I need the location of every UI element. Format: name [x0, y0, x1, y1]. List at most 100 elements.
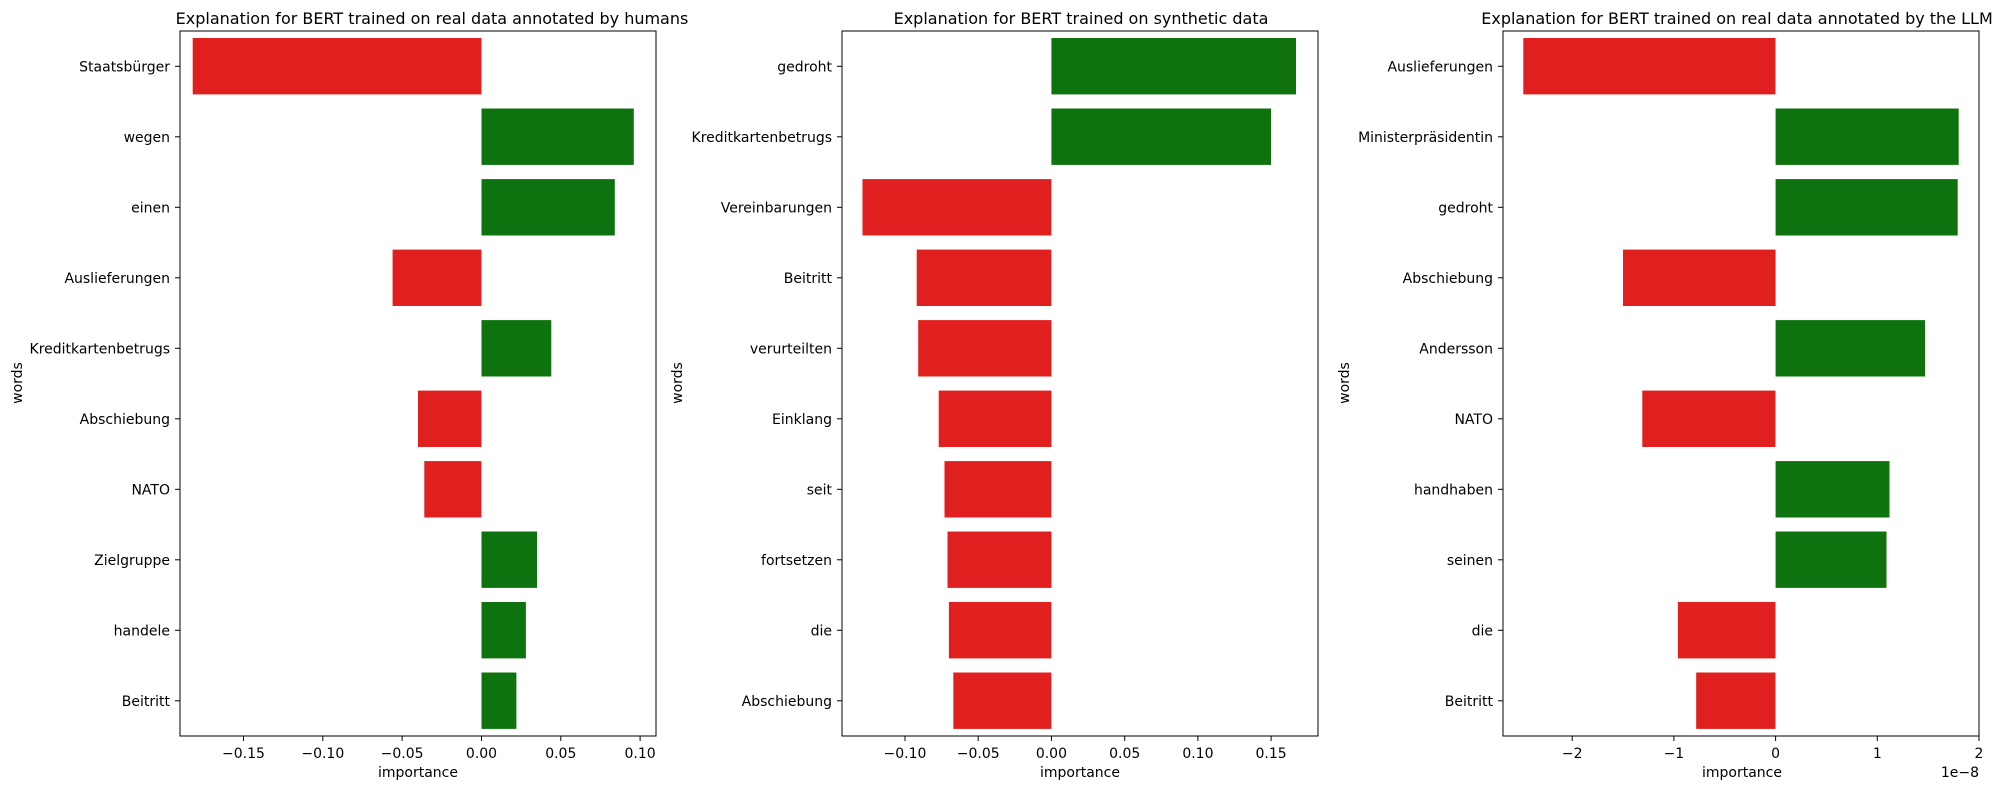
y-tick-label: Auslieferungen — [1387, 59, 1493, 75]
bar — [481, 179, 615, 236]
axes-frame — [179, 30, 657, 737]
bar — [1051, 38, 1296, 95]
bar — [424, 461, 482, 518]
y-tick-label: seit — [807, 482, 833, 498]
chart-panel-llm: Explanation for BERT trained on real dat… — [1337, 9, 1993, 781]
bar — [916, 249, 1052, 306]
y-axis-label: words — [670, 362, 686, 404]
y-tick-label: einen — [131, 200, 170, 216]
y-tick-label: Ministerpräsidentin — [1358, 130, 1493, 146]
y-tick-label: Beitritt — [784, 271, 833, 287]
y-tick-label: gedroht — [1438, 200, 1493, 216]
x-tick-label: 2 — [1975, 746, 1984, 762]
x-tick-label: −0.05 — [957, 746, 1000, 762]
chart-title: Explanation for BERT trained on syntheti… — [894, 9, 1269, 28]
y-tick-label: Kreditkartenbetrugs — [30, 341, 170, 357]
axes-frame — [1502, 30, 1980, 737]
y-tick-label: die — [811, 623, 832, 639]
bar — [1642, 390, 1776, 447]
bar — [392, 249, 482, 306]
y-axis-label: words — [1337, 362, 1353, 404]
bar — [1677, 602, 1776, 659]
bar — [944, 461, 1052, 518]
bar — [918, 320, 1052, 377]
bars — [862, 38, 1296, 729]
y-tick-label: Abschiebung — [1403, 271, 1493, 287]
y-tick-labels: Staatsbürger wegen einen Auslieferungen Kred… — [30, 59, 180, 710]
x-axis-label: importance — [1040, 765, 1120, 781]
y-tick-label: fortsetzen — [761, 553, 832, 569]
y-tick-labels: gedroht Kreditkartenbetrugs Vereinbarungen… — [692, 59, 842, 710]
x-tick-label: 1 — [1873, 746, 1882, 762]
bar — [1696, 672, 1776, 729]
y-tick-label: handhaben — [1414, 482, 1493, 498]
bar — [192, 38, 482, 95]
bar — [1775, 531, 1887, 588]
x-axis-label: importance — [378, 765, 458, 781]
bar — [1051, 108, 1272, 165]
x-axis-offset-text: 1e−8 — [1941, 765, 1979, 781]
chart-panel-humans: Explanation for BERT trained on real dat… — [10, 9, 688, 781]
x-ticks: −0.15 −0.10 −0.05 0.00 0.05 0.10 — [222, 736, 656, 762]
x-tick-label: 0.00 — [466, 746, 497, 762]
x-axis-label: importance — [1702, 765, 1782, 781]
y-tick-label: Abschiebung — [80, 412, 170, 428]
bar — [938, 390, 1052, 447]
bar — [481, 531, 537, 588]
y-tick-label: Auslieferungen — [64, 271, 170, 287]
bar — [1775, 320, 1926, 377]
y-tick-label: Staatsbürger — [79, 59, 170, 75]
y-tick-label: gedroht — [777, 59, 832, 75]
y-tick-label: Andersson — [1419, 341, 1493, 357]
bar — [862, 179, 1052, 236]
y-tick-label: Abschiebung — [742, 694, 832, 710]
y-tick-label: die — [1472, 623, 1493, 639]
x-tick-label: −0.10 — [301, 746, 344, 762]
y-tick-label: handele — [114, 623, 170, 639]
bar — [953, 672, 1052, 729]
x-tick-label: 0.05 — [1109, 746, 1140, 762]
y-tick-label: Beitritt — [1445, 694, 1494, 710]
chart-title: Explanation for BERT trained on real dat… — [176, 9, 689, 28]
y-tick-label: Zielgruppe — [94, 553, 170, 569]
y-tick-label: Einklang — [772, 412, 832, 428]
bar — [1775, 179, 1958, 236]
y-tick-label: wegen — [124, 130, 170, 146]
bar — [948, 602, 1052, 659]
x-tick-label: 0 — [1771, 746, 1780, 762]
bar — [1523, 38, 1776, 95]
y-tick-label: NATO — [131, 482, 170, 498]
bars — [1523, 38, 1959, 729]
bar — [1775, 108, 1959, 165]
x-tick-label: −0.10 — [884, 746, 927, 762]
bar — [1775, 461, 1890, 518]
y-tick-label: Vereinbarungen — [721, 200, 832, 216]
bar — [418, 390, 482, 447]
y-axis-label: words — [10, 362, 26, 404]
bar — [481, 108, 634, 165]
axes-frame — [841, 30, 1319, 737]
x-tick-label: −0.05 — [381, 746, 424, 762]
bar — [481, 672, 517, 729]
x-tick-label: 0.10 — [1182, 746, 1213, 762]
x-ticks: −2 −1 0 1 2 — [1562, 736, 1984, 762]
x-ticks: −0.10 −0.05 0.00 0.05 0.10 0.15 — [884, 736, 1287, 762]
y-tick-label: Beitritt — [122, 694, 171, 710]
chart-title: Explanation for BERT trained on real dat… — [1481, 9, 1993, 28]
bar — [947, 531, 1052, 588]
bar — [1623, 249, 1776, 306]
x-tick-label: 0.10 — [625, 746, 656, 762]
y-tick-label: seinen — [1447, 553, 1493, 569]
x-tick-label: −2 — [1562, 746, 1583, 762]
bars — [192, 38, 634, 729]
x-tick-label: 0.05 — [545, 746, 576, 762]
bar — [481, 602, 526, 659]
x-tick-label: −1 — [1664, 746, 1685, 762]
x-tick-label: 0.00 — [1036, 746, 1067, 762]
bar — [481, 320, 552, 377]
y-tick-label: verurteilten — [750, 341, 832, 357]
x-tick-label: 0.15 — [1256, 746, 1287, 762]
y-tick-label: Kreditkartenbetrugs — [692, 130, 832, 146]
chart-panel-synthetic: Explanation for BERT trained on syntheti… — [670, 9, 1319, 781]
